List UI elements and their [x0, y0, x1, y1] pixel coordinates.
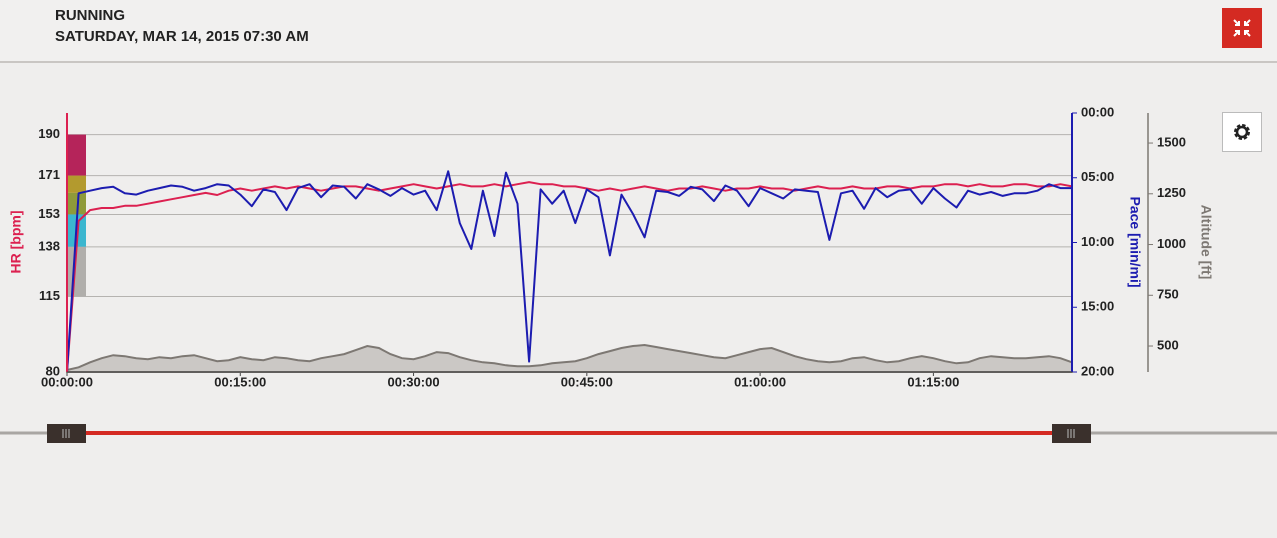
- hr-tick-label: 190: [38, 126, 60, 141]
- slider-handle[interactable]: [1052, 424, 1091, 443]
- axis-title: Altitude [ft]: [1198, 205, 1214, 280]
- pace-tick-label: 15:00: [1081, 299, 1114, 314]
- hr-tick-label: 171: [38, 167, 60, 182]
- hr-zone: [67, 134, 86, 176]
- handle-grip: [62, 429, 70, 438]
- settings-button[interactable]: [1222, 112, 1262, 152]
- activity-date: SATURDAY, MAR 14, 2015 07:30 AM: [55, 28, 309, 45]
- altitude-tick-label: 1250: [1157, 185, 1186, 200]
- pace-tick-label: 10:00: [1081, 234, 1114, 249]
- slider-handle[interactable]: [47, 424, 86, 443]
- altitude-tick-label: 500: [1157, 337, 1179, 352]
- series-line: [66, 170, 1072, 373]
- collapse-button[interactable]: [1222, 8, 1262, 48]
- x-tick-label: 00:45:00: [561, 374, 613, 389]
- hr-tick-label: 80: [46, 363, 60, 378]
- hr-zone: [67, 192, 86, 215]
- altitude-tick-label: 1000: [1157, 236, 1186, 251]
- activity-title: RUNNING: [55, 7, 125, 24]
- altitude-tick-label: 1500: [1157, 134, 1186, 149]
- axis-title: HR [bpm]: [8, 211, 24, 274]
- x-tick-label: 01:00:00: [734, 374, 786, 389]
- pace-tick-label: 00:00: [1081, 104, 1114, 119]
- header: RUNNING SATURDAY, MAR 14, 2015 07:30 AM: [0, 0, 1277, 63]
- x-tick-label: 00:15:00: [214, 374, 266, 389]
- axis-title: Pace [min/mi]: [1127, 196, 1143, 287]
- pace-tick-label: 20:00: [1081, 363, 1114, 378]
- x-tick-label: 00:30:00: [388, 374, 440, 389]
- hr-tick-label: 153: [38, 206, 60, 221]
- altitude-tick-label: 750: [1157, 287, 1179, 302]
- series-line: [66, 181, 1073, 373]
- handle-grip: [1067, 429, 1075, 438]
- hr-zone: [67, 175, 86, 193]
- x-tick-label: 01:15:00: [907, 374, 959, 389]
- hr-tick-label: 115: [39, 288, 60, 303]
- altitude-area: [66, 343, 1073, 373]
- pace-tick-label: 05:00: [1081, 169, 1114, 184]
- x-tick-label: 00:00:00: [41, 374, 93, 389]
- hr-tick-label: 138: [38, 238, 60, 253]
